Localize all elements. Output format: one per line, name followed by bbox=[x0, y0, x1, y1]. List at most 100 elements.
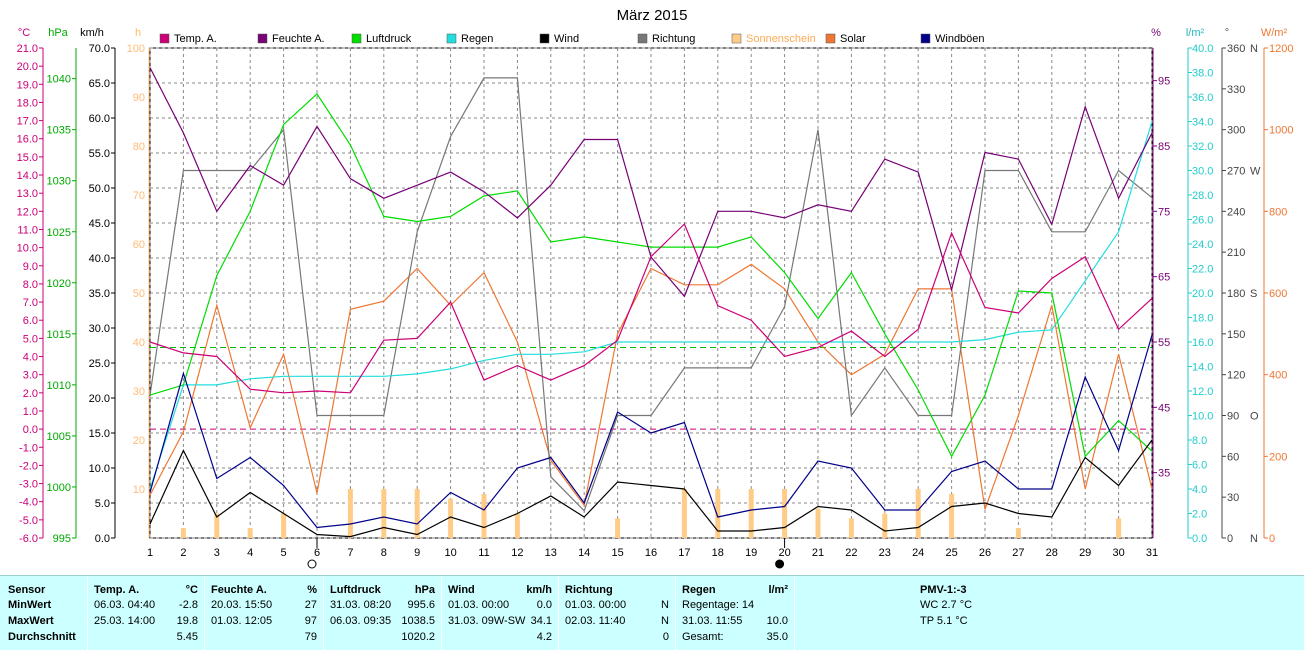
rain-axis-tick-label: 12.0 bbox=[1192, 386, 1213, 398]
wind-axis-tick-label: 50.0 bbox=[89, 183, 110, 195]
humidity-max-value: 97 bbox=[304, 615, 317, 627]
weather-chart: März 2015 Temp. A. Feuchte A. Luftdruck Reg… bbox=[17, 7, 1293, 569]
unit-label: W/m² bbox=[1261, 27, 1288, 39]
direction-axis-tick-label: 150 bbox=[1227, 329, 1245, 341]
direction-axis-tick-label: 210 bbox=[1227, 247, 1245, 259]
stats-pmv-column: PMV-1:-3 WC 2.7 °C TP 5.1 °C bbox=[795, 576, 1304, 650]
pressure-max-value: 1038.5 bbox=[401, 615, 435, 627]
temp-axis-tick-label: 1.0 bbox=[23, 406, 38, 418]
legend-swatch bbox=[159, 33, 170, 44]
chart-legend: Temp. A. Feuchte A. Luftdruck Regen Wind Rich… bbox=[159, 33, 985, 45]
pmv-dew-point: TP 5.1 °C bbox=[920, 615, 968, 627]
wind-axis-tick-label: 55.0 bbox=[89, 148, 110, 160]
humidity-axis-tick-label: 45 bbox=[1158, 402, 1170, 414]
temp-axis-tick-label: 5.0 bbox=[23, 333, 38, 345]
rain-axis-tick-label: 22.0 bbox=[1192, 264, 1213, 276]
humidity-max-time: 01.03. 12:05 bbox=[211, 615, 273, 627]
series-line bbox=[149, 263, 1153, 510]
sunshine-bar bbox=[514, 513, 520, 538]
sun-axis-tick-label: 20 bbox=[133, 435, 145, 447]
stats-max-label: MaxWert bbox=[8, 615, 54, 627]
humidity-axis-tick-label: 35 bbox=[1158, 468, 1170, 480]
sun-axis-tick-label: 50 bbox=[133, 288, 145, 300]
sunshine-bar bbox=[615, 518, 621, 538]
temp-axis-tick-label: -6.0 bbox=[19, 533, 38, 545]
rain-axis-tick-label: 14.0 bbox=[1192, 362, 1213, 374]
sunshine-bar bbox=[481, 493, 487, 538]
direction-axis-tick-label: 300 bbox=[1227, 125, 1245, 137]
rain-axis-tick-label: 0.0 bbox=[1192, 533, 1207, 545]
humidity-min-value: 27 bbox=[304, 599, 317, 611]
rain-axis-tick-label: 24.0 bbox=[1192, 239, 1213, 251]
rain-axis-tick-label: 28.0 bbox=[1192, 190, 1213, 202]
unit-label: % bbox=[1151, 27, 1161, 39]
rain-axis-tick-label: 16.0 bbox=[1192, 337, 1213, 349]
sunshine-bar bbox=[247, 528, 253, 538]
legend-label: Temp. A. bbox=[174, 33, 217, 45]
pmv-wind-chill: WC 2.7 °C bbox=[920, 599, 973, 611]
legend-label: Wind bbox=[554, 33, 579, 45]
temp-axis-tick-label: 12.0 bbox=[17, 206, 38, 218]
temp-axis-tick-label: 0.0 bbox=[23, 424, 38, 436]
sunshine-bar bbox=[748, 489, 754, 538]
direction-axis-tick-label: 120 bbox=[1227, 370, 1245, 382]
stats-rain-unit: l/m² bbox=[768, 584, 788, 596]
temp-axis-tick-label: 17.0 bbox=[17, 116, 38, 128]
series-line bbox=[149, 439, 1153, 538]
stats-temp-unit: °C bbox=[185, 584, 198, 596]
stats-pressure-unit: hPa bbox=[414, 584, 435, 596]
x-tick-label: 5 bbox=[281, 547, 287, 559]
temp-axis-tick-label: 6.0 bbox=[23, 315, 38, 327]
sunshine-bar bbox=[180, 528, 186, 538]
stats-avg-label: Durchschnitt bbox=[8, 631, 76, 643]
series-line bbox=[149, 121, 1153, 490]
stats-temp-column: Temp. A. °C 06.03. 04:40 -2.8 25.03. 14:0… bbox=[88, 576, 205, 650]
series-line bbox=[149, 334, 1153, 529]
unit-label: l/m² bbox=[1186, 27, 1205, 39]
series-line bbox=[149, 222, 1153, 394]
x-tick-label: 1 bbox=[147, 547, 153, 559]
direction-axis-tick-label: 30 bbox=[1227, 492, 1239, 504]
x-tick-label: 20 bbox=[778, 547, 790, 559]
sun-axis-tick-label: 60 bbox=[133, 239, 145, 251]
pressure-min-time: 31.03. 08:20 bbox=[330, 599, 392, 611]
reference-lines bbox=[150, 346, 1152, 430]
x-tick-label: 25 bbox=[945, 547, 957, 559]
rain-total-label: Gesamt: bbox=[682, 631, 724, 643]
legend-label: Regen bbox=[461, 33, 493, 45]
x-tick-label: 27 bbox=[1012, 547, 1024, 559]
solar-axis-tick-label: 0 bbox=[1269, 533, 1275, 545]
pressure-axis-tick-label: 1025 bbox=[47, 227, 71, 239]
wind-axis-tick-label: 20.0 bbox=[89, 393, 110, 405]
wind-min-value: 0.0 bbox=[536, 599, 552, 611]
stats-pressure-column: Luftdruck hPa 31.03. 08:20 995.6 06.03. 0… bbox=[324, 576, 442, 650]
sun-axis-tick-label: 70 bbox=[133, 190, 145, 202]
wind-axis-tick-label: 25.0 bbox=[89, 358, 110, 370]
sunshine-bar bbox=[414, 489, 420, 538]
rain-axis-tick-label: 30.0 bbox=[1192, 166, 1213, 178]
unit-label: h bbox=[135, 27, 141, 39]
rain-axis-tick-label: 34.0 bbox=[1192, 117, 1213, 129]
unit-label: ° bbox=[1225, 27, 1229, 39]
legend-label: Windböen bbox=[935, 33, 985, 45]
x-tick-label: 18 bbox=[712, 547, 724, 559]
x-tick-label: 11 bbox=[478, 547, 489, 559]
x-tick-label: 8 bbox=[381, 547, 387, 559]
solar-axis-tick-label: 1200 bbox=[1269, 43, 1293, 55]
solar-axis-tick-label: 800 bbox=[1269, 206, 1287, 218]
temp-max-value: 19.8 bbox=[176, 615, 198, 627]
sunshine-bar bbox=[782, 489, 788, 538]
x-tick-label: 9 bbox=[414, 547, 420, 559]
series-line bbox=[149, 92, 1153, 458]
solar-axis-tick-label: 1000 bbox=[1269, 125, 1293, 137]
humidity-axis-tick-label: 85 bbox=[1158, 141, 1170, 153]
rain-axis-tick-label: 40.0 bbox=[1192, 43, 1213, 55]
pressure-axis-tick-label: 1035 bbox=[47, 125, 71, 137]
wind-min-time: 01.03. 00:00 bbox=[448, 599, 510, 611]
sun-axis-tick-label: 40 bbox=[133, 337, 145, 349]
solar-axis-tick-label: 600 bbox=[1269, 288, 1287, 300]
sunshine-bar bbox=[1116, 518, 1122, 538]
humidity-axis-tick-label: 95 bbox=[1158, 76, 1170, 88]
x-tick-label: 29 bbox=[1079, 547, 1091, 559]
legend-label: Richtung bbox=[652, 33, 695, 45]
